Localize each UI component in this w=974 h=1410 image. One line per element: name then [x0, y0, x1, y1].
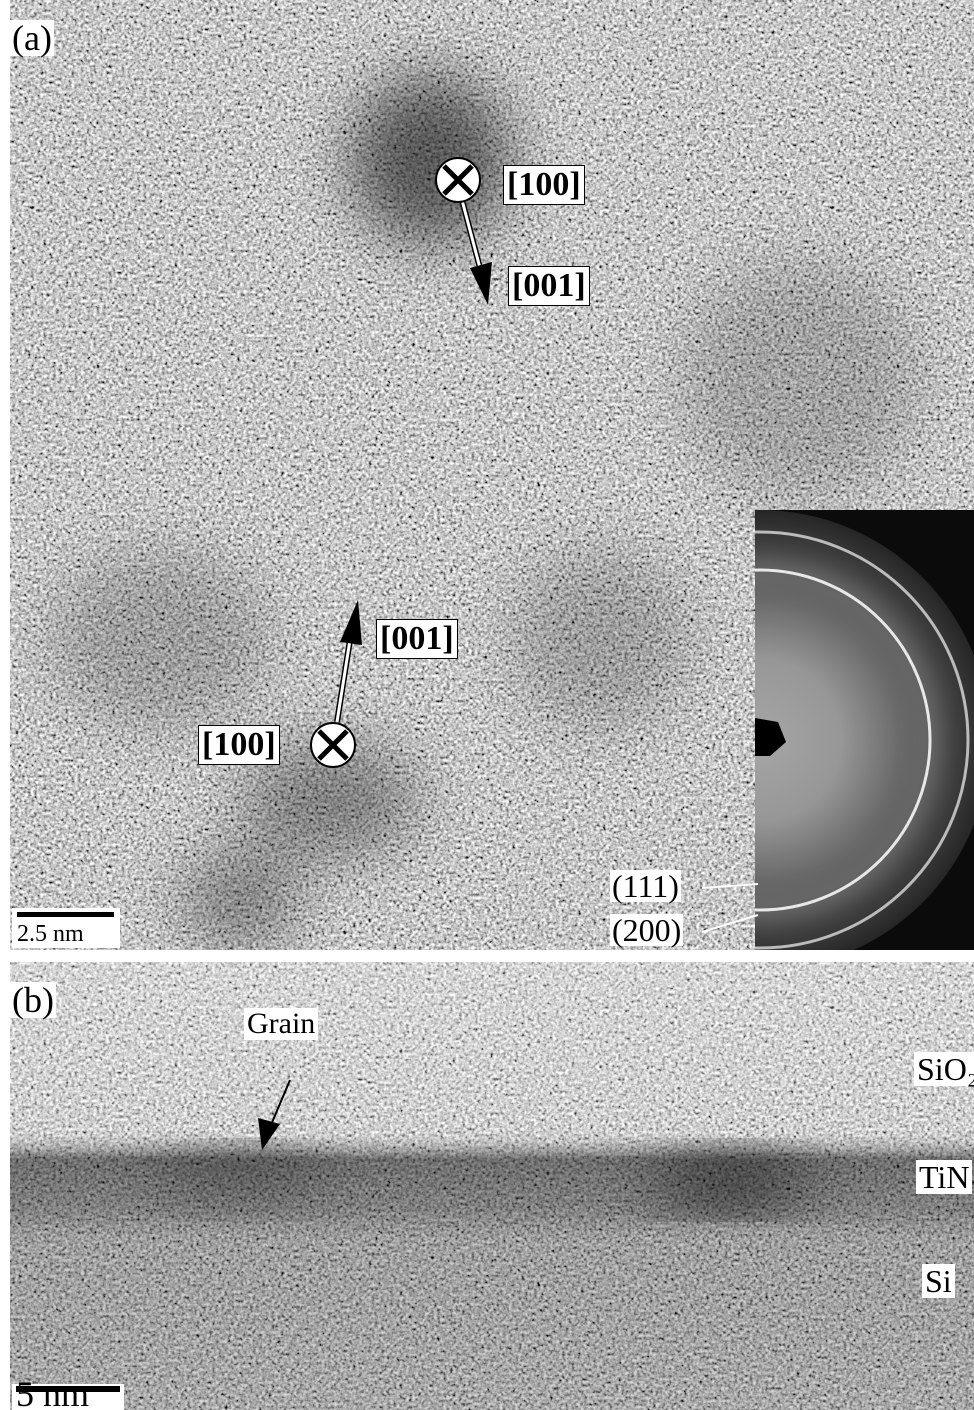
layer-label: TiN — [916, 1160, 972, 1194]
figure: (a) [100] [001] [001] [100] 2.5 nm (111)… — [0, 0, 974, 1410]
panel-label: (a) — [10, 20, 54, 56]
direction-label: [100] — [198, 725, 280, 765]
layer-label: Si — [922, 1264, 955, 1298]
ring-label: (200) — [610, 914, 683, 946]
direction-label: [001] — [508, 266, 590, 306]
micrograph-figure — [0, 0, 974, 1410]
layer-label: SiO₂ — [914, 1052, 974, 1086]
scale-bar-label: 2.5 nm — [17, 922, 84, 946]
grain-label: Grain — [244, 1008, 318, 1040]
direction-label: [001] — [376, 619, 458, 659]
scale-bar-label: 5 nm — [16, 1376, 89, 1410]
ring-label: (111) — [610, 870, 681, 902]
panel-b-image — [10, 962, 974, 1410]
direction-label: [100] — [503, 165, 585, 205]
panel-label: (b) — [10, 982, 56, 1018]
scale-bar — [17, 912, 114, 917]
